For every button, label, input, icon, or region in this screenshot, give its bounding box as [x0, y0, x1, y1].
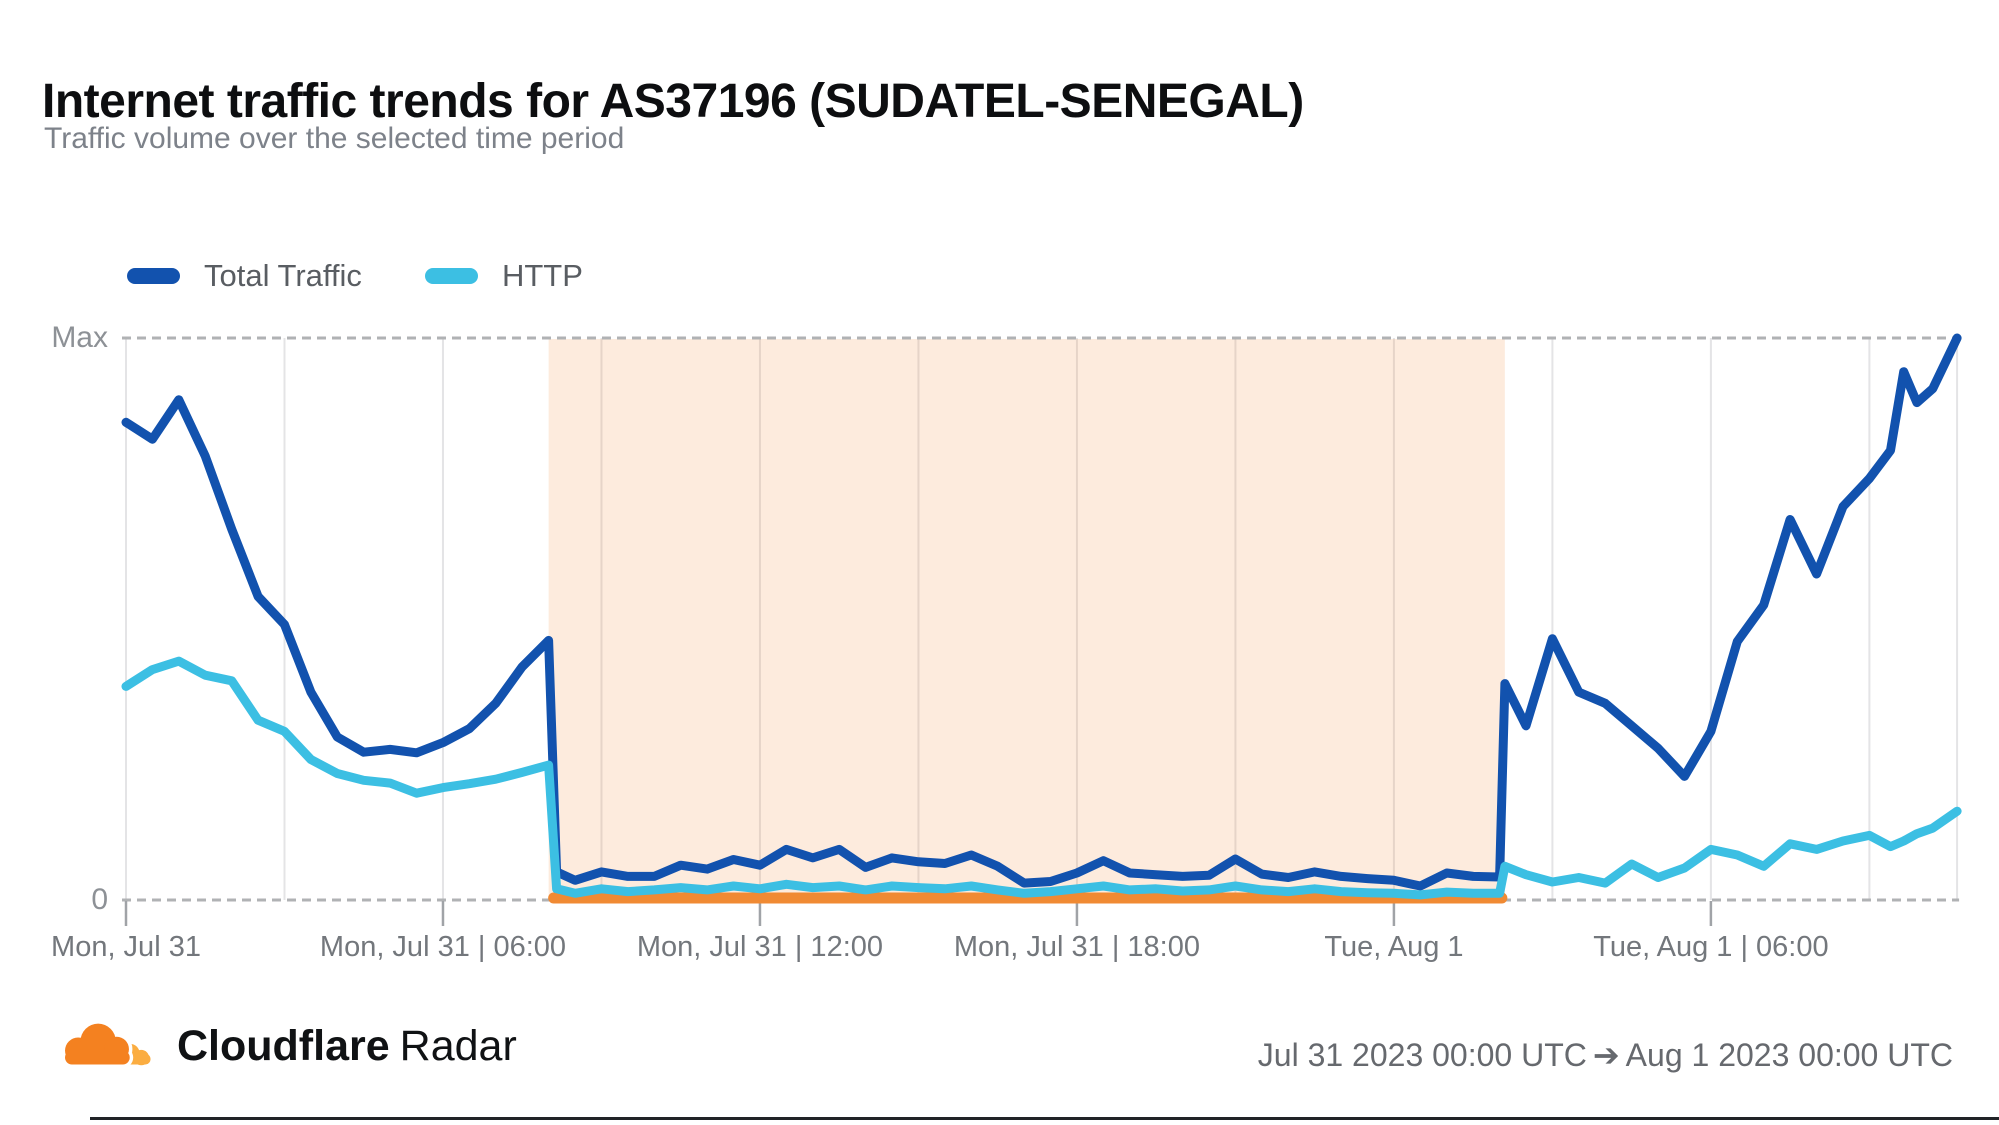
x-axis-label: Tue, Aug 1 | 06:00 — [1593, 931, 1828, 963]
x-axis-label: Mon, Jul 31 — [51, 931, 201, 963]
time-range-label: Jul 31 2023 00:00 UTC ➔ Aug 1 2023 00:00 U… — [1258, 1036, 1953, 1074]
legend-label-total-traffic: Total Traffic — [204, 258, 362, 293]
y-axis-zero-label: 0 — [91, 883, 108, 916]
legend-item-http[interactable]: HTTP — [424, 258, 583, 294]
brand-radar: Radar — [399, 1021, 517, 1070]
time-range-end: Aug 1 2023 00:00 UTC — [1625, 1037, 1953, 1073]
chart-legend: Total Traffic HTTP — [127, 258, 583, 294]
x-axis-label: Mon, Jul 31 | 12:00 — [637, 931, 883, 963]
x-axis-label: Mon, Jul 31 | 06:00 — [320, 931, 566, 963]
brand-text: Cloudflare Radar — [177, 1022, 517, 1071]
y-axis-max-label: Max — [51, 321, 108, 354]
http-line — [121, 656, 1962, 900]
brand-cloudflare: Cloudflare — [177, 1021, 390, 1070]
x-axis-label: Mon, Jul 31 | 18:00 — [954, 931, 1200, 963]
time-range-start: Jul 31 2023 00:00 UTC — [1257, 1037, 1587, 1073]
http-swatch-icon — [424, 268, 478, 284]
x-axis-label: Tue, Aug 1 — [1324, 931, 1463, 963]
page-title: Internet traffic trends for AS37196 (SUD… — [42, 75, 1304, 129]
cloudflare-logo-icon — [61, 1020, 151, 1068]
legend-item-total-traffic[interactable]: Total Traffic — [127, 258, 362, 294]
bottom-border — [90, 1117, 1999, 1120]
arrow-right-icon: ➔ — [1592, 1037, 1620, 1073]
legend-label-http: HTTP — [501, 258, 583, 293]
cloudflare-radar-brand[interactable]: Cloudflare Radar — [55, 1014, 517, 1078]
cloudflare-logo-main-cloud — [65, 1023, 130, 1065]
total-traffic-swatch-icon — [127, 268, 180, 284]
anomaly-region — [548, 339, 1505, 900]
page-subtitle: Traffic volume over the selected time pe… — [44, 122, 625, 155]
total-traffic-line — [121, 333, 1962, 891]
